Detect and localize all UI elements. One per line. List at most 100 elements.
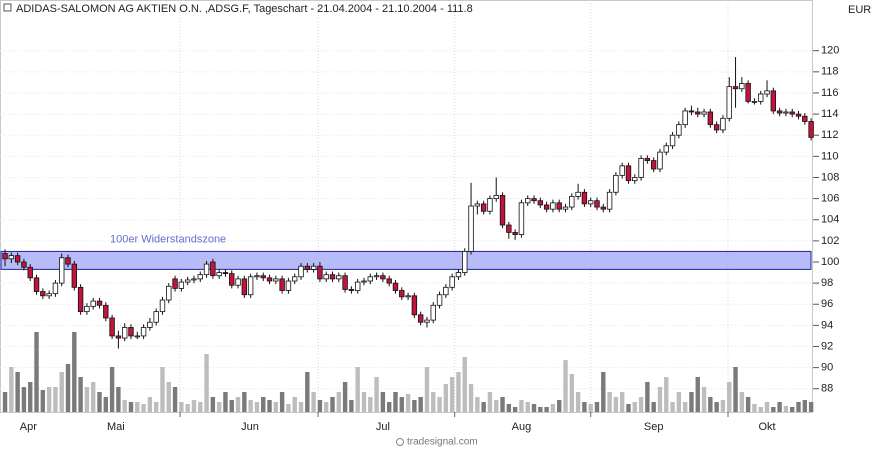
candle-body	[474, 203, 481, 207]
volume-bar	[229, 400, 234, 412]
candle-body	[77, 286, 84, 313]
volume-bar	[531, 404, 537, 412]
candle-body	[361, 280, 367, 283]
volume-bar	[619, 392, 625, 412]
volume-bar	[544, 407, 549, 412]
volume-bar	[443, 384, 449, 412]
y-tick-label: 88	[821, 383, 833, 395]
volume-bar	[311, 392, 316, 412]
candle-body	[342, 275, 348, 290]
candle-body	[147, 321, 153, 328]
candle-body	[751, 101, 758, 103]
x-tick-label: Mai	[107, 421, 125, 433]
volume-bar	[494, 400, 499, 412]
candle-body	[518, 202, 525, 235]
candle-body	[184, 279, 191, 283]
volume-bar	[670, 402, 675, 412]
volume-bar	[28, 382, 33, 412]
volume-bar	[135, 402, 140, 412]
volume-bar	[701, 387, 707, 412]
volume-bar	[342, 382, 348, 412]
volume-bar	[185, 404, 190, 412]
volume-bar	[399, 397, 404, 412]
candle-body	[336, 275, 342, 280]
candle-body	[632, 177, 638, 182]
volume-bar	[386, 402, 392, 412]
candle-body	[468, 205, 474, 252]
candle-body	[619, 165, 625, 176]
candle-body	[739, 83, 745, 90]
candle-body	[569, 196, 575, 208]
y-tick-label: 120	[821, 45, 839, 57]
volume-bar	[9, 367, 14, 412]
candle-body	[367, 276, 373, 282]
x-tick-label: Okt	[758, 421, 775, 433]
candle-body	[562, 206, 569, 210]
candle-body	[543, 204, 550, 210]
volume-bar	[657, 387, 663, 412]
x-tick-label: Jul	[376, 421, 390, 433]
candle-body	[380, 275, 386, 280]
candle-body	[688, 110, 695, 113]
candle-body	[128, 327, 134, 337]
volume-bar	[525, 402, 530, 412]
volume-bar	[166, 382, 171, 412]
volume-bar	[2, 392, 8, 412]
candle-body	[260, 275, 266, 279]
candle-body	[203, 263, 210, 276]
volume-bar	[802, 400, 808, 412]
candle-body	[644, 158, 651, 161]
candle-body	[172, 278, 178, 289]
candle-body	[745, 83, 751, 102]
y-tick-label: 108	[821, 171, 839, 183]
candle-body	[581, 191, 588, 205]
volume-bar	[708, 397, 713, 412]
volume-bar	[254, 402, 260, 412]
candle-body	[424, 319, 430, 323]
candle-body	[789, 111, 795, 115]
candle-body	[134, 335, 140, 338]
volume-bar	[34, 332, 39, 412]
candle-body	[462, 251, 468, 273]
volume-bar	[575, 392, 581, 412]
volume-bar	[437, 397, 442, 412]
y-tick-label: 104	[821, 214, 839, 226]
y-tick-label: 114	[821, 108, 839, 120]
candle-body	[588, 200, 594, 205]
volume-bar	[305, 372, 310, 412]
y-tick-label: 100	[821, 256, 839, 268]
volume-bar	[235, 397, 241, 412]
candle-body	[417, 314, 424, 323]
volume-bar	[714, 402, 719, 412]
candle-layer	[2, 57, 814, 349]
volume-bar	[46, 387, 52, 412]
volume-bar	[783, 406, 789, 412]
volume-bar	[519, 400, 524, 412]
volume-bar	[796, 402, 801, 412]
candle-body	[59, 257, 65, 284]
volume-bar	[349, 400, 354, 412]
candle-body	[411, 295, 418, 316]
candle-body	[8, 255, 15, 260]
y-tick-label: 112	[821, 129, 839, 141]
candle-body	[140, 327, 147, 337]
candle-body	[27, 266, 33, 279]
candle-body	[499, 195, 506, 226]
candle-body	[594, 200, 600, 208]
candle-body	[512, 232, 518, 235]
volume-bar	[456, 372, 461, 412]
volume-bar	[242, 392, 247, 412]
candle-body	[266, 277, 273, 282]
volume-bar	[607, 392, 612, 412]
volume-bar	[689, 392, 694, 412]
candle-body	[2, 253, 8, 260]
candle-body	[795, 113, 802, 117]
y-tick-label: 106	[821, 193, 839, 205]
candle-body	[33, 277, 40, 292]
volume-bar	[198, 402, 203, 412]
footer-icon	[396, 438, 404, 446]
volume-bar	[412, 400, 417, 412]
volume-bar	[128, 402, 134, 412]
volume-bar	[613, 397, 619, 412]
volume-bar	[626, 404, 631, 412]
